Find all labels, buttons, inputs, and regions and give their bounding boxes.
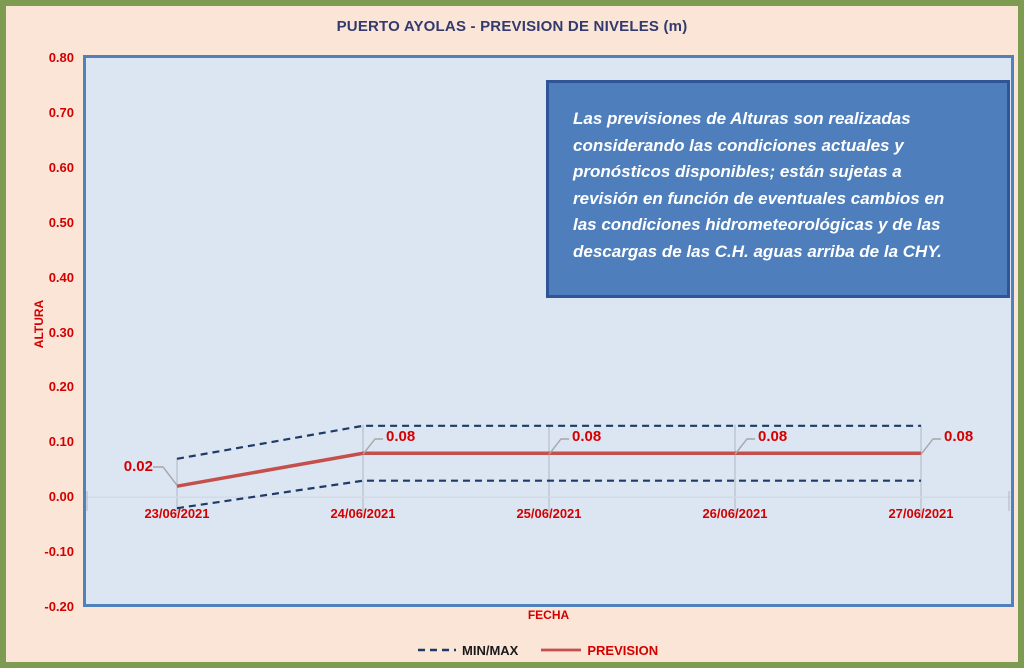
- y-axis-tick-label: 0.10: [48, 434, 74, 449]
- forecast-note-box: Las previsiones de Alturas son realizada…: [546, 80, 1010, 298]
- chart-title: PUERTO AYOLAS - PREVISION DE NIVELES (m): [336, 18, 688, 35]
- y-axis-tick-label: 0.70: [48, 105, 74, 120]
- y-axis-tick-label: -0.20: [44, 599, 74, 614]
- data-label-leader-line: [734, 438, 755, 455]
- y-axis-tick-label: -0.10: [44, 544, 74, 559]
- minmax-dashed-line-swatch: [418, 648, 456, 652]
- chart-legend: MIN/MAX PREVISION: [418, 641, 658, 659]
- legend-prevision-label: PREVISION: [587, 642, 659, 658]
- plot-lines-canvas: [86, 424, 1011, 514]
- y-axis-tick-label: 0.00: [48, 489, 74, 504]
- data-label-leader-line: [362, 438, 383, 455]
- y-axis-tick-label: 0.80: [48, 50, 74, 65]
- data-label-leader-line: [548, 438, 569, 455]
- note-text: Las previsiones de Alturas son realizada…: [573, 109, 945, 261]
- data-label-leader-line: [920, 438, 941, 455]
- y-axis-tick-label: 0.20: [48, 379, 74, 394]
- data-label-leader-line: [153, 466, 178, 486]
- legend-minmax-label: MIN/MAX: [462, 642, 519, 658]
- min-series-line: [176, 479, 921, 510]
- prevision-solid-line-swatch: [541, 648, 582, 652]
- y-axis-tick-label: 0.40: [48, 270, 74, 285]
- max-series-line: [176, 424, 921, 460]
- y-axis-tick-label: 0.50: [48, 215, 74, 230]
- y-axis-title: ALTURA: [32, 299, 46, 349]
- x-axis-title: FECHA: [527, 608, 570, 622]
- y-axis-tick-label: 0.60: [48, 160, 74, 175]
